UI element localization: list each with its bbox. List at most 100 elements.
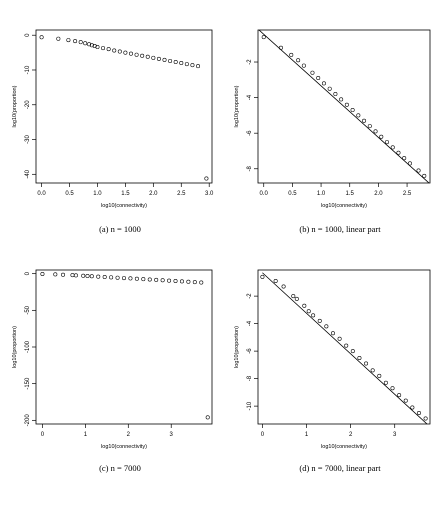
data-point [73,273,78,278]
data-point [162,57,167,62]
data-point [123,50,128,55]
data-point [350,349,355,354]
plot-frame [35,269,213,425]
x-tick-label: 1 [84,432,88,438]
y-tick-label: -4 [247,320,253,326]
data-point [199,280,204,285]
data-marks [258,30,430,183]
data-point [403,398,408,403]
data-point [294,296,299,301]
x-axis-label: log10(connectivity) [321,203,367,209]
data-point [291,294,296,299]
data-point [128,51,133,56]
data-point [273,278,278,283]
x-tick-label: 2.0 [149,191,158,197]
data-point [95,45,100,50]
data-point [112,48,117,53]
data-point [316,76,321,81]
data-point [301,63,306,68]
data-point [89,43,94,48]
data-point [102,274,107,279]
data-point [289,52,294,57]
data-point [53,272,58,277]
data-point [40,272,45,277]
y-tick-label: -2 [247,59,253,65]
y-axis-label: log10(proportion) [234,85,240,127]
x-tick-label: 0.5 [65,191,74,197]
x-tick-label: 1.0 [317,191,326,197]
data-point [168,58,173,63]
y-tick-label: -8 [247,165,253,171]
panel-caption: (b) n = 1000, linear part [299,224,381,234]
x-tick-label: 3 [393,432,397,438]
data-point [327,86,332,91]
data-point [390,386,395,391]
data-point [296,58,301,63]
data-point [167,278,172,283]
data-point [145,54,150,59]
panel-caption: (a) n = 1000 [99,224,141,234]
data-point [333,92,338,97]
data-point [423,416,428,421]
x-tick-label: 2.5 [403,191,412,197]
data-point [306,309,311,314]
panel-c: 0 1 2 3 0 -50 -100 -150 -200 log10(connectivity) l… [12,269,213,473]
data-point [317,318,322,323]
data-point [70,273,75,278]
data-point [384,140,389,145]
plot-frame [257,269,431,425]
data-point [260,274,265,279]
x-tick-label: 2.0 [374,191,383,197]
y-tick-label: -200 [25,414,31,427]
data-point [190,63,195,68]
y-tick-label: -150 [25,377,31,390]
data-point [140,53,145,58]
data-point [377,373,382,378]
data-point [83,41,88,46]
data-point [156,56,161,61]
data-point [362,118,367,123]
x-tick-label: 2 [127,432,131,438]
data-point [56,36,61,41]
x-tick-label: 3 [170,432,174,438]
data-point [179,279,184,284]
data-point [278,45,283,50]
y-tick-label: -10 [25,65,31,74]
data-point [330,331,335,336]
data-point [73,39,78,44]
data-point [379,134,384,139]
y-tick-label: -6 [247,348,253,354]
x-tick-label: 2.5 [177,191,186,197]
data-point [109,275,114,280]
data-point [115,275,120,280]
y-tick-label: -20 [25,100,31,109]
data-point [407,161,412,166]
data-point [89,274,94,279]
data-point [396,150,401,155]
x-tick-label: 0.0 [37,191,46,197]
data-point [196,64,201,69]
data-point [339,97,344,102]
data-point [134,276,139,281]
fit-line [258,30,430,183]
data-point [302,303,307,308]
data-point [106,47,111,52]
x-tick-label: 2 [349,432,353,438]
data-point [134,52,139,57]
data-point [186,279,191,284]
y-tick-label: -4 [247,94,253,100]
data-point [205,415,210,420]
data-marks [260,272,428,424]
y-tick-label: -10 [247,401,253,410]
plot-frame [35,29,213,184]
data-point [416,168,421,173]
data-point [184,62,189,67]
data-point [383,380,388,385]
x-tick-label: 1.0 [93,191,102,197]
data-point [357,355,362,360]
panel-caption: (d) n = 7000, linear part [299,463,381,473]
data-point [85,274,90,279]
data-point [66,38,71,43]
y-tick-label: -40 [25,169,31,178]
data-point [402,156,407,161]
